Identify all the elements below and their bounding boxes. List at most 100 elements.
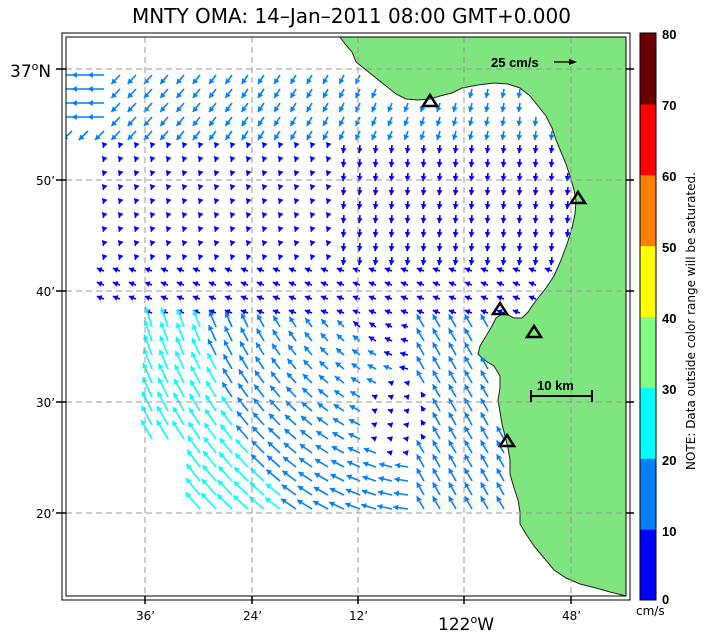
vector-head <box>432 384 438 391</box>
vector-head <box>217 494 223 500</box>
vector-head <box>306 78 312 84</box>
vector-head <box>284 428 291 435</box>
vector-head <box>192 92 199 98</box>
vector-head <box>299 443 306 450</box>
vector-head <box>352 309 359 315</box>
vector-head <box>192 78 199 84</box>
vector-head <box>219 438 226 444</box>
vector-head <box>190 365 196 372</box>
vector-head <box>158 363 164 370</box>
vector-head <box>448 398 454 405</box>
vector-head <box>133 184 140 190</box>
vector-head <box>112 295 119 301</box>
vector-head <box>288 281 295 287</box>
vector-head <box>141 405 147 412</box>
vector-head <box>337 320 344 326</box>
vector-head <box>181 212 188 218</box>
saturation-note: NOTE: Data outside color range will be s… <box>684 172 698 470</box>
colorbar-segment <box>640 174 656 247</box>
vector-head <box>500 147 507 154</box>
vector-head <box>149 240 156 246</box>
vector-head <box>404 259 411 266</box>
vector-head <box>156 420 162 426</box>
vector-head <box>293 184 300 190</box>
vector-head <box>160 134 166 140</box>
vector-head <box>255 356 261 363</box>
vector-head <box>435 106 442 112</box>
vector-head <box>290 120 296 126</box>
vector-head <box>298 471 305 478</box>
vector-head <box>241 106 247 112</box>
vector-head <box>176 281 183 287</box>
plot-frame <box>65 36 627 597</box>
vector-head <box>448 370 454 377</box>
svg-text:30: 30 <box>662 382 676 397</box>
vector-head <box>222 382 228 389</box>
vector-head <box>111 78 117 84</box>
vector-head <box>532 203 539 210</box>
station-2 <box>568 189 588 205</box>
vector-head <box>206 381 212 387</box>
vector-head <box>480 454 486 461</box>
vector-head <box>144 281 151 287</box>
vector-head <box>277 198 284 204</box>
vector-head <box>436 245 443 252</box>
vector-head <box>403 450 409 456</box>
vector-head <box>241 78 247 84</box>
vector-head <box>241 134 247 140</box>
vector-head <box>351 363 358 369</box>
vector-head <box>464 426 470 433</box>
vector-head <box>336 281 343 287</box>
vector-head <box>160 295 167 301</box>
vector-head <box>452 175 459 182</box>
vector-head <box>516 92 523 98</box>
vector-head <box>293 170 300 176</box>
vector-head <box>252 426 258 433</box>
vector-head <box>355 92 361 98</box>
vector-head <box>272 343 278 350</box>
vector-head <box>340 203 347 210</box>
vector-head <box>220 410 227 417</box>
vector-head <box>403 120 410 126</box>
vector-head <box>283 442 290 449</box>
vector-head <box>238 383 244 390</box>
vector-head <box>372 175 379 182</box>
svg-text:20: 20 <box>662 453 676 468</box>
vector-head <box>432 295 439 301</box>
vector-head <box>157 391 163 398</box>
vector-head <box>340 231 347 238</box>
scale-bar: 10 km <box>530 378 593 402</box>
vector-head <box>528 281 535 287</box>
vector-head <box>480 356 486 363</box>
vector-head <box>95 134 101 140</box>
vector-head <box>87 114 93 120</box>
vector-head <box>224 267 231 273</box>
vector-head <box>480 412 486 419</box>
vector-head <box>480 281 487 287</box>
vector-head <box>322 92 329 98</box>
vector-head <box>172 406 179 413</box>
vector-head <box>544 267 551 273</box>
vector-head <box>224 312 231 318</box>
vector-head <box>548 189 555 196</box>
vector-head <box>306 134 312 140</box>
vector-head <box>352 267 359 273</box>
vector-head <box>468 92 474 98</box>
vector-head <box>112 281 119 287</box>
vector-head <box>400 337 407 344</box>
vector-head <box>165 254 172 260</box>
vector-head <box>420 391 427 398</box>
vector-head <box>229 184 236 190</box>
vector-head <box>305 317 311 324</box>
vector-head <box>468 147 475 154</box>
map-title: MNTY OMA: 14–Jan–2011 08:00 GMT+0.000 <box>132 4 571 28</box>
vector-head <box>368 295 375 301</box>
vector-head <box>496 281 503 287</box>
vector-head <box>329 501 335 508</box>
vector-head <box>420 175 427 182</box>
vector-head <box>512 281 519 287</box>
vector-head <box>384 309 391 315</box>
vector-head <box>191 337 197 344</box>
vector-head <box>293 198 300 204</box>
vector-head <box>403 106 410 112</box>
